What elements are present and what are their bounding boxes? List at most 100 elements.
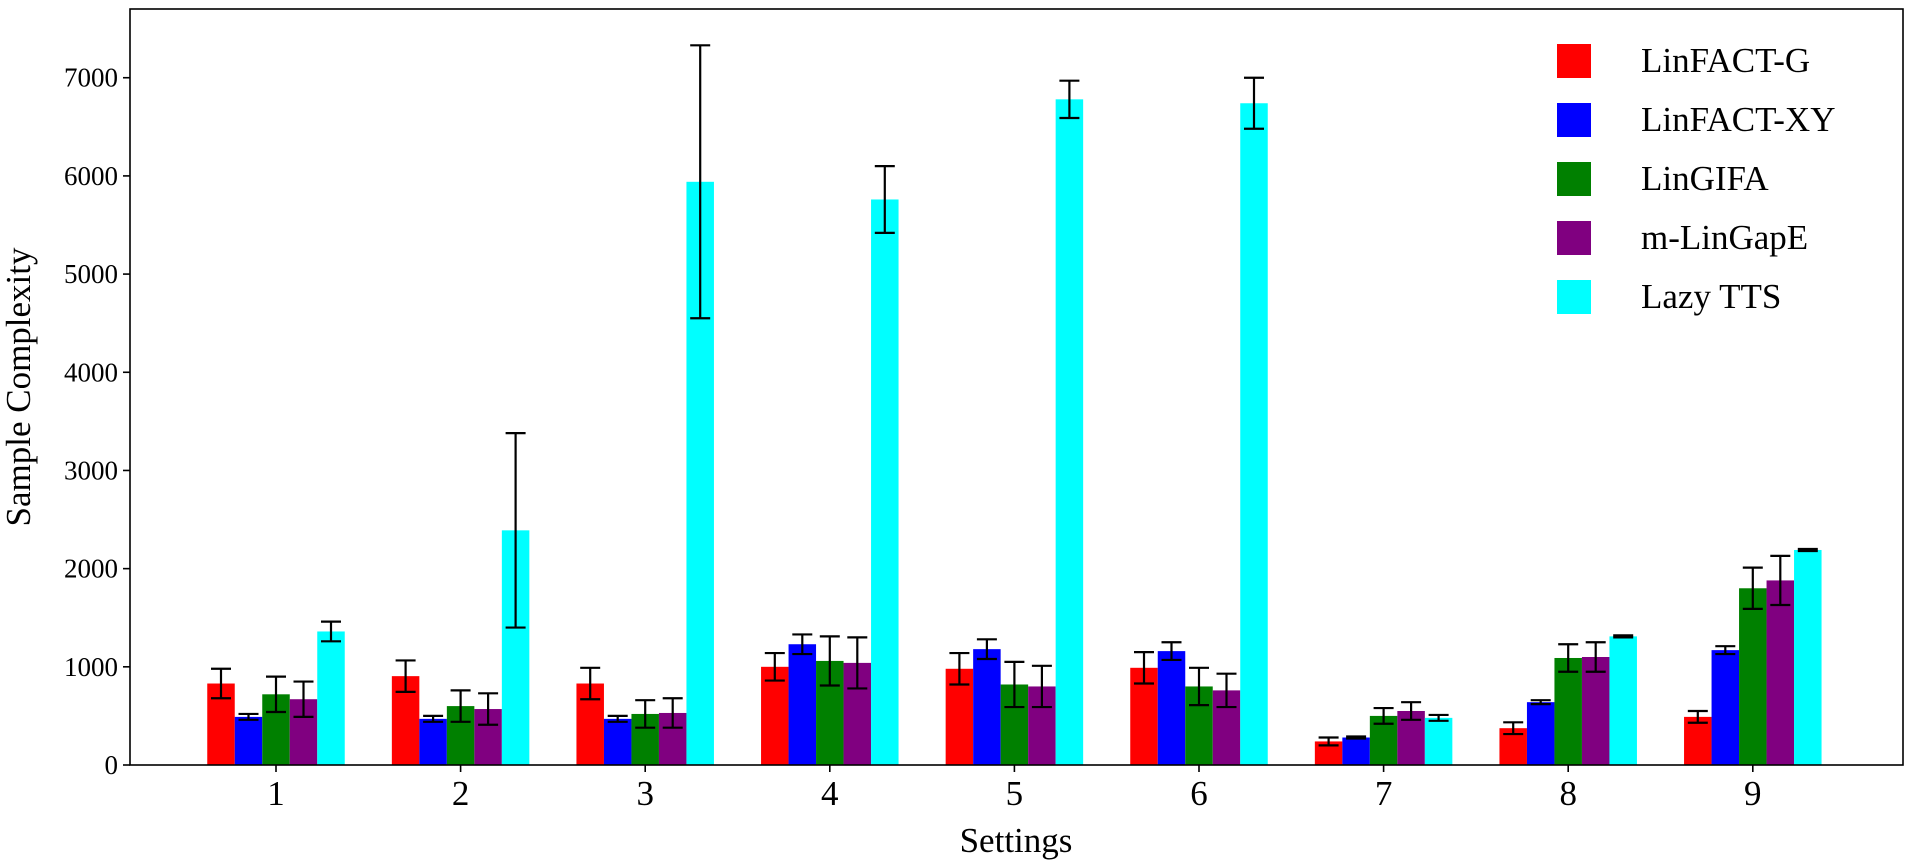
- error-bar-linfact-g-setting-7: [1318, 736, 1339, 747]
- bar-linfact-xy-setting-2: [419, 718, 447, 765]
- error-bar-lazy-tts-setting-4: [874, 164, 895, 234]
- error-bar-m-lingape-setting-7: [1401, 701, 1422, 721]
- error-bar-lazy-tts-setting-3: [690, 44, 711, 320]
- error-bar-lingifa-setting-4: [819, 635, 840, 687]
- error-bar-m-lingape-setting-6: [1216, 672, 1237, 709]
- error-bar-lingifa-setting-7: [1373, 706, 1394, 725]
- error-bar-lingifa-setting-1: [266, 675, 286, 714]
- error-bar-linfact-g-setting-2: [395, 659, 416, 693]
- bar-linfact-xy-setting-6: [1157, 651, 1186, 765]
- bar-lazy-tts-setting-9: [1794, 549, 1822, 765]
- error-bar-lazy-tts-setting-9: [1797, 547, 1818, 553]
- legend-label-linfact-xy: LinFACT-XY: [1641, 100, 1835, 139]
- legend: LinFACT-G LinFACT-XY LinGIFA m-LinGapE Lazy …: [1557, 41, 1835, 316]
- bar-linfact-g-setting-7: [1314, 741, 1343, 765]
- error-bar-m-lingape-setting-3: [662, 697, 683, 729]
- y-tick-label: 3000: [64, 455, 118, 485]
- error-bar-m-lingape-setting-8: [1585, 641, 1606, 673]
- error-bar-linfact-g-setting-3: [580, 666, 601, 701]
- x-tick-label: 5: [1006, 774, 1024, 813]
- bars-layer: [207, 99, 1822, 766]
- error-bar-linfact-g-setting-8: [1503, 721, 1524, 736]
- legend-swatch-m-lingape: [1557, 221, 1591, 255]
- plot-frame: [129, 8, 1904, 766]
- error-bar-lingifa-setting-3: [635, 699, 656, 729]
- x-tick-label: 6: [1190, 774, 1208, 813]
- bar-linfact-xy-setting-9: [1711, 650, 1740, 765]
- bar-linfact-xy-setting-8: [1526, 702, 1555, 765]
- y-tick-label: 2000: [64, 554, 118, 584]
- x-tick-label: 4: [821, 774, 839, 813]
- error-bar-lazy-tts-setting-8: [1613, 634, 1634, 639]
- error-bar-linfact-xy-setting-7: [1346, 735, 1367, 740]
- x-tick-label: 3: [636, 774, 654, 813]
- bar-m-lingape-setting-9: [1766, 580, 1795, 765]
- error-bar-linfact-g-setting-5: [949, 651, 970, 686]
- legend-swatch-lazy-tts: [1557, 280, 1591, 314]
- error-bar-m-lingape-setting-1: [293, 680, 314, 718]
- legend-label-lingifa: LinGIFA: [1641, 159, 1769, 198]
- legend-label-m-lingape: m-LinGapE: [1641, 218, 1808, 257]
- error-bar-linfact-xy-setting-9: [1715, 645, 1736, 656]
- bar-lazy-tts-setting-4: [871, 199, 899, 766]
- x-axis: 1 2 3 4 5 6 7 8 9: [267, 765, 1762, 813]
- error-bar-lingifa-setting-2: [450, 689, 471, 723]
- x-tick-label: 7: [1375, 774, 1393, 813]
- bar-linfact-g-setting-4: [761, 666, 789, 765]
- y-tick-label: 6000: [64, 161, 118, 191]
- bar-lazy-tts-setting-6: [1240, 103, 1268, 766]
- legend-label-lazy-tts: Lazy TTS: [1641, 277, 1781, 316]
- error-bar-linfact-xy-setting-4: [792, 633, 813, 656]
- error-bar-lingifa-setting-8: [1558, 643, 1579, 673]
- bar-lazy-tts-setting-1: [317, 631, 345, 765]
- error-bar-m-lingape-setting-5: [1031, 664, 1052, 709]
- bar-linfact-g-setting-9: [1684, 716, 1712, 765]
- y-tick-label: 1000: [64, 652, 118, 682]
- error-bars-layer: [211, 44, 1818, 747]
- error-bar-linfact-g-setting-9: [1687, 709, 1708, 724]
- x-axis-title: Settings: [960, 821, 1073, 860]
- error-bar-lingifa-setting-6: [1189, 666, 1209, 707]
- y-axis-title: Sample Complexity: [0, 247, 38, 527]
- bar-linfact-xy-setting-5: [973, 649, 1001, 765]
- bar-lazy-tts-setting-7: [1424, 717, 1453, 765]
- bar-lingifa-setting-9: [1739, 588, 1767, 765]
- error-bar-lazy-tts-setting-5: [1059, 79, 1080, 120]
- y-tick-label: 4000: [64, 357, 118, 387]
- y-tick-label: 0: [105, 750, 119, 780]
- legend-swatch-lingifa: [1557, 162, 1591, 196]
- error-bar-linfact-xy-setting-1: [238, 712, 259, 721]
- y-tick-label: 7000: [64, 63, 118, 93]
- bar-linfact-xy-setting-3: [603, 718, 632, 765]
- error-bar-lingifa-setting-9: [1742, 566, 1763, 610]
- y-tick-label: 5000: [64, 259, 118, 289]
- x-tick-label: 2: [452, 774, 470, 813]
- error-bar-lazy-tts-setting-7: [1428, 713, 1449, 722]
- x-tick-label: 8: [1559, 774, 1577, 813]
- error-bar-linfact-g-setting-4: [764, 651, 785, 682]
- bar-lazy-tts-setting-8: [1609, 636, 1637, 765]
- error-bar-m-lingape-setting-9: [1770, 554, 1791, 607]
- bar-lazy-tts-setting-5: [1055, 99, 1084, 765]
- error-bar-linfact-xy-setting-8: [1530, 699, 1551, 706]
- y-axis: 0 1000 2000 3000 4000 5000 6000 7000: [64, 63, 130, 780]
- error-bar-m-lingape-setting-4: [847, 636, 868, 690]
- error-bar-lingifa-setting-5: [1004, 660, 1025, 709]
- bar-linfact-xy-setting-1: [234, 716, 263, 765]
- error-bar-lazy-tts-setting-2: [505, 432, 526, 629]
- bar-linfact-xy-setting-7: [1342, 737, 1370, 765]
- legend-label-linfact-g: LinFACT-G: [1641, 41, 1810, 80]
- x-tick-label: 9: [1744, 774, 1762, 813]
- x-tick-label: 1: [267, 774, 285, 813]
- error-bar-lazy-tts-setting-6: [1244, 76, 1264, 130]
- error-bar-linfact-g-setting-6: [1134, 650, 1154, 685]
- error-bar-linfact-xy-setting-6: [1161, 641, 1182, 662]
- error-bar-linfact-xy-setting-3: [607, 714, 628, 723]
- error-bar-m-lingape-setting-2: [478, 692, 499, 726]
- error-bar-linfact-xy-setting-2: [423, 714, 444, 723]
- error-bar-linfact-xy-setting-5: [976, 638, 997, 661]
- bar-linfact-xy-setting-4: [788, 644, 817, 765]
- error-bar-lazy-tts-setting-1: [321, 620, 341, 643]
- bar-m-lingape-setting-8: [1581, 657, 1610, 765]
